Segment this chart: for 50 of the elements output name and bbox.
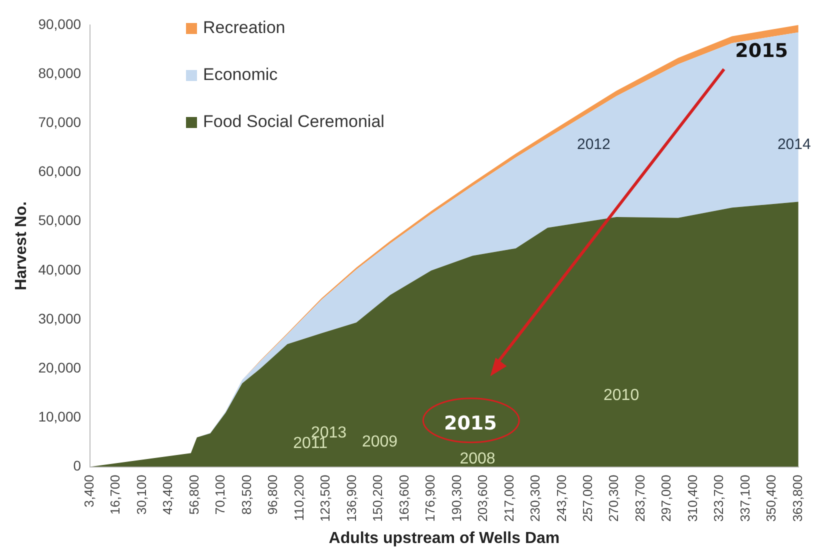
x-tick-label: 163,600 [396,474,412,522]
y-tick-label: 80,000 [38,64,82,81]
x-tick-label: 30,100 [134,474,150,515]
x-tick-label: 297,000 [658,474,674,522]
x-tick-label: 96,800 [265,474,280,515]
annotation: 2012 [576,136,610,153]
x-tick-label: 337,100 [738,474,752,522]
x-tick-label: 150,200 [370,474,386,522]
y-tick-label: 30,000 [38,310,82,326]
x-tick-label: 230,300 [528,474,543,522]
annotation: 2008 [460,450,496,468]
legend-label: Food Social Ceremonial [203,112,384,132]
x-tick-label: 257,000 [580,474,596,522]
legend-label: Economic [203,65,278,85]
legend-label: Recreation [203,18,286,38]
y-tick-label: 50,000 [38,212,82,228]
x-tick-label: 123,500 [318,474,333,522]
y-tick-label: 90,000 [38,16,82,32]
x-tick-label: 3,400 [82,474,97,508]
y-tick-label: 60,000 [38,163,82,180]
x-tick-label: 270,300 [606,474,622,522]
x-tick-label: 83,500 [239,474,254,515]
x-tick-label: 16,700 [108,474,123,515]
x-tick-label: 70,100 [212,474,228,515]
x-tick-label: 136,900 [344,474,359,522]
annotation: 2014 [777,136,811,153]
x-tick-label: 243,700 [554,474,569,522]
x-tick-label: 363,800 [790,474,805,522]
annotation: 2015 [444,412,497,434]
y-tick-label: 70,000 [38,114,82,130]
annotation: 2015 [735,40,788,62]
y-tick-label: 0 [73,458,82,474]
annotation: 2009 [362,433,398,450]
x-tick-label: 110,200 [292,474,307,521]
y-tick-label: 10,000 [38,408,82,425]
x-tick-label: 310,400 [685,474,700,522]
x-tick-label: 190,300 [448,474,464,522]
y-tick-label: 40,000 [38,261,82,278]
annotation: 2010 [604,387,640,404]
x-tick-label: 323,700 [711,474,726,522]
x-tick-label: 56,800 [186,474,202,515]
x-tick-label: 203,600 [475,474,490,522]
x-tick-label: 176,900 [422,474,438,522]
x-axis-title: Adults upstream of Wells Dam [328,530,560,547]
x-tick-label: 350,400 [764,474,779,522]
x-tick-label: 217,000 [501,474,516,522]
x-tick-label: 43,400 [160,474,176,515]
y-axis-title: Harvest No. [13,201,30,290]
x-tick-label: 283,700 [632,474,648,522]
y-tick-label: 20,000 [38,359,82,376]
